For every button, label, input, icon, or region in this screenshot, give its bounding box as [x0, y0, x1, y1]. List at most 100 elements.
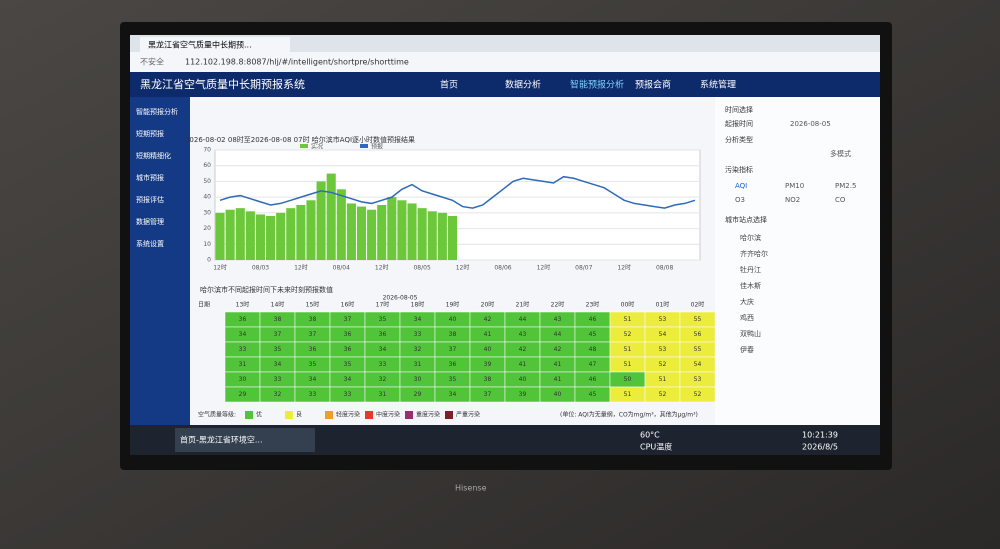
nav-item[interactable]: 系统管理 [700, 79, 736, 91]
legend-title: 空气质量等级: [198, 411, 236, 419]
table-value: 37 [344, 316, 352, 323]
sidebar-item[interactable]: 短期预报 [136, 129, 164, 138]
sidebar-item[interactable]: 预报评估 [136, 195, 164, 204]
bar [255, 214, 266, 260]
brand: Hisense [455, 484, 487, 493]
url[interactable]: 112.102.198.8:8087/hlj/#/intelligent/sho… [185, 58, 409, 67]
bar [377, 205, 387, 260]
x-tick-label: 08/04 [333, 265, 350, 272]
x-tick-label: 12时 [537, 264, 551, 272]
table-value: 53 [694, 376, 702, 383]
grade-swatch [405, 411, 413, 419]
table-value: 29 [414, 391, 422, 398]
x-tick-label: 08/03 [252, 265, 269, 272]
pollutant-option[interactable]: NO2 [785, 196, 800, 204]
pollutant-option[interactable]: PM10 [785, 182, 804, 190]
table-value: 37 [484, 391, 492, 398]
table-value: 34 [309, 376, 317, 383]
bar [336, 189, 346, 260]
table-value: 32 [274, 391, 282, 398]
x-tick-label: 08/05 [413, 265, 430, 272]
panel-value[interactable]: 2026-08-05 [790, 120, 831, 128]
clock-date: 2026/8/5 [802, 443, 838, 452]
task-window-title: 首页-黑龙江省环境空... [180, 435, 263, 445]
table-header: 00时 [621, 301, 635, 309]
pollutant-option[interactable]: CO [835, 196, 846, 204]
sidebar-item[interactable]: 城市预报 [136, 173, 164, 182]
table-value: 42 [519, 346, 527, 353]
x-tick-label: 08/08 [656, 265, 673, 272]
table-value: 41 [519, 361, 527, 368]
grade-swatch [285, 411, 293, 419]
pollutant-option[interactable]: O3 [735, 196, 745, 204]
table-value: 52 [659, 391, 667, 398]
table-value: 32 [379, 376, 387, 383]
bar [427, 211, 437, 260]
task-window[interactable] [175, 428, 315, 452]
chart-title: 2026-08-02 08时至2026-08-08 07时 哈尔滨市AQI逐小时… [185, 135, 415, 144]
pollutant-option[interactable]: PM2.5 [835, 182, 856, 190]
nav-item[interactable]: 首页 [440, 79, 458, 91]
city-option[interactable]: 伊春 [740, 345, 754, 354]
panel-label: 分析类型 [725, 135, 753, 144]
table-value: 50 [624, 376, 632, 383]
city-option[interactable]: 哈尔滨 [740, 233, 761, 242]
grade-swatch [365, 411, 373, 419]
table-value: 46 [589, 316, 597, 323]
table-value: 34 [449, 391, 457, 398]
sidebar-item[interactable]: 短期精细化 [136, 151, 171, 160]
sidebar-item[interactable]: 智能预报分析 [136, 107, 178, 116]
y-tick-label: 10 [203, 241, 211, 248]
table-value: 33 [344, 391, 352, 398]
table-header: 13时 [236, 301, 250, 309]
y-tick-label: 30 [203, 209, 211, 216]
table-value: 45 [589, 391, 597, 398]
grade-label: 重度污染 [416, 411, 440, 419]
y-tick-label: 20 [203, 225, 211, 232]
city-option[interactable]: 佳木斯 [740, 281, 761, 290]
city-option[interactable]: 牡丹江 [740, 265, 761, 274]
table-value: 32 [414, 346, 422, 353]
table-value: 52 [659, 361, 667, 368]
table-value: 36 [239, 316, 247, 323]
table-value: 36 [379, 331, 387, 338]
table-header: 16时 [341, 301, 355, 309]
table-title: 哈尔滨市不同起报时间下未来时刻预报数值 [200, 285, 333, 294]
table-value: 34 [274, 361, 282, 368]
bar [215, 212, 225, 260]
bar [286, 208, 296, 260]
legend-swatch [360, 144, 368, 148]
city-option[interactable]: 齐齐哈尔 [740, 249, 768, 258]
x-tick-label: 12时 [213, 264, 227, 272]
y-tick-label: 40 [203, 194, 211, 201]
panel-label: 时间选择 [725, 105, 753, 114]
x-tick-label: 12时 [294, 264, 308, 272]
legend-label: 实况 [311, 143, 323, 151]
table-value: 43 [554, 316, 562, 323]
nav-item[interactable]: 智能预报分析 [570, 79, 624, 91]
panel-value[interactable]: 多模式 [830, 149, 851, 158]
city-option[interactable]: 鸡西 [740, 313, 754, 322]
pollutant-option[interactable]: AQI [735, 182, 747, 190]
nav-item[interactable]: 预报会商 [635, 79, 671, 91]
line [219, 175, 696, 209]
table-value: 36 [344, 346, 352, 353]
table-value: 33 [239, 346, 247, 353]
table-value: 53 [659, 316, 667, 323]
cpu-temp: 60°C [640, 431, 660, 440]
city-option[interactable]: 大庆 [740, 297, 754, 306]
sidebar-item[interactable]: 系统设置 [136, 239, 164, 248]
table-value: 37 [309, 331, 317, 338]
table-value: 51 [624, 391, 632, 398]
city-option[interactable]: 双鸭山 [740, 329, 761, 338]
table-value: 40 [554, 391, 562, 398]
bar [296, 205, 306, 260]
grade-label: 轻度污染 [336, 411, 360, 419]
x-tick-label: 12时 [456, 264, 470, 272]
table-value: 52 [694, 391, 702, 398]
legend-swatch [300, 144, 308, 148]
nav-item[interactable]: 数据分析 [505, 79, 541, 91]
sidebar-item[interactable]: 数据管理 [136, 217, 164, 226]
grade-swatch [245, 411, 253, 419]
tab[interactable] [140, 37, 290, 52]
